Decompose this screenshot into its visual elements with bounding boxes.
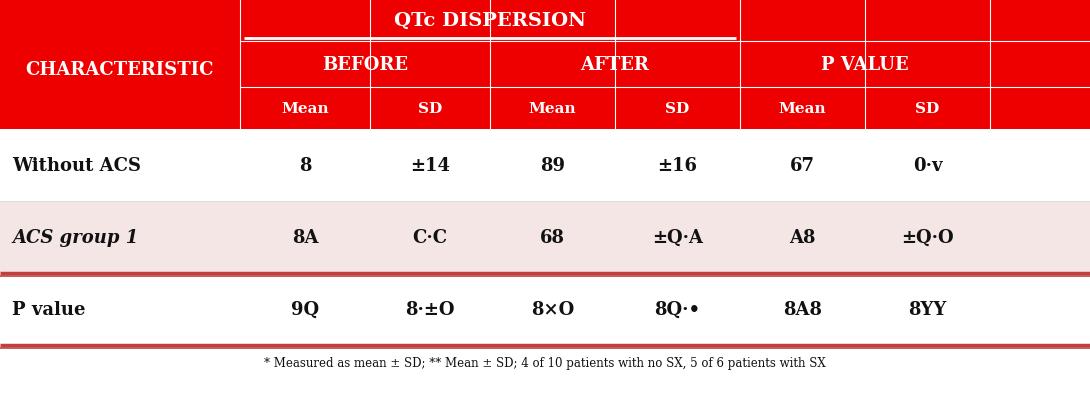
Text: AFTER: AFTER: [581, 56, 650, 74]
Text: BEFORE: BEFORE: [322, 56, 408, 74]
Text: C·C: C·C: [412, 229, 448, 246]
Text: Mean: Mean: [778, 102, 826, 116]
Bar: [0, 201, 1090, 273]
Text: ±14: ±14: [410, 157, 450, 174]
Text: 0·v: 0·v: [912, 157, 942, 174]
Bar: [0, 0, 1090, 130]
Text: 68: 68: [540, 229, 565, 246]
Text: 8YY: 8YY: [908, 300, 946, 318]
Text: * Measured as mean ± SD; ** Mean ± SD; 4 of 10 patients with no SX, 5 of 6 patie: * Measured as mean ± SD; ** Mean ± SD; 4…: [264, 356, 826, 370]
Text: 8Q·•: 8Q·•: [654, 300, 701, 318]
Text: 8: 8: [299, 157, 312, 174]
Text: Mean: Mean: [529, 102, 577, 116]
Bar: [0, 130, 1090, 201]
Text: 8·±O: 8·±O: [405, 300, 455, 318]
Text: ACS group 1: ACS group 1: [12, 229, 138, 246]
Text: SD: SD: [417, 102, 443, 116]
Text: Mean: Mean: [281, 102, 329, 116]
Text: ±Q·A: ±Q·A: [652, 229, 703, 246]
Text: CHARACTERISTIC: CHARACTERISTIC: [26, 61, 215, 79]
Text: 67: 67: [790, 157, 815, 174]
Text: 8A8: 8A8: [783, 300, 822, 318]
Text: SD: SD: [916, 102, 940, 116]
Text: A8: A8: [789, 229, 815, 246]
Text: QTc DISPERSION: QTc DISPERSION: [393, 12, 586, 30]
Text: ±16: ±16: [657, 157, 698, 174]
Text: P value: P value: [12, 300, 85, 318]
Text: 9Q: 9Q: [291, 300, 319, 318]
Text: 8A: 8A: [292, 229, 318, 246]
Text: P VALUE: P VALUE: [821, 56, 909, 74]
Text: 89: 89: [540, 157, 565, 174]
Bar: [0, 273, 1090, 345]
Text: SD: SD: [665, 102, 690, 116]
Text: 8×O: 8×O: [531, 300, 574, 318]
Text: ±Q·O: ±Q·O: [901, 229, 954, 246]
Text: Without ACS: Without ACS: [12, 157, 141, 174]
